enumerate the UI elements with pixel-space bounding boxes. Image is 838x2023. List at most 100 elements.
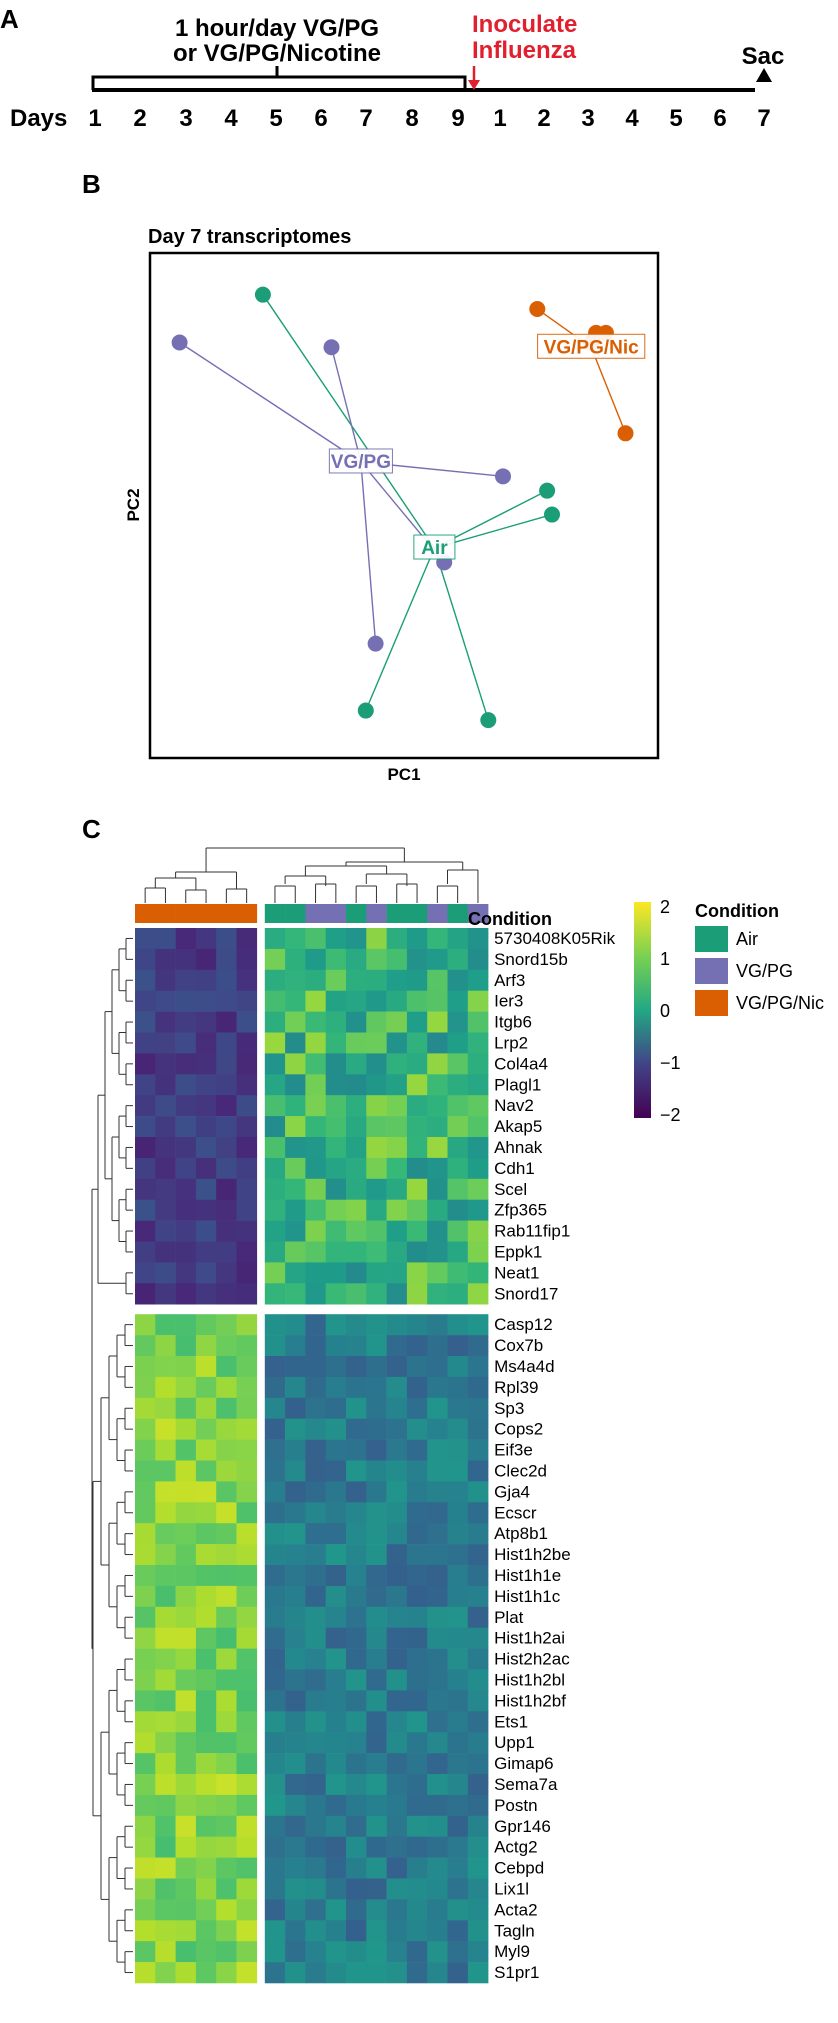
heatmap-cell <box>467 1711 489 1733</box>
heatmap-cell <box>366 969 387 991</box>
heatmap-cell <box>135 1774 156 1796</box>
heatmap-cell <box>305 1335 326 1357</box>
heatmap-cell <box>386 1283 408 1305</box>
condition-cell-10 <box>325 904 347 923</box>
heatmap-cell <box>447 1669 469 1691</box>
heatmap-cell <box>467 1283 489 1305</box>
heatmap-cell <box>325 1941 347 1963</box>
heatmap-cell <box>467 1439 489 1461</box>
heatmap-cell <box>195 1857 217 1879</box>
heatmap-cell <box>366 1815 387 1837</box>
heatmap-cell <box>386 1523 408 1545</box>
heatmap-cell <box>305 1627 326 1649</box>
heatmap-cell <box>195 1011 217 1033</box>
heatmap-cell <box>386 1815 408 1837</box>
heatmap-cell <box>216 1711 237 1733</box>
heatmap-cell <box>216 1220 237 1242</box>
heatmap-cell <box>366 1753 387 1775</box>
heatmap-cell <box>264 1565 286 1587</box>
heatmap-cell <box>346 1502 367 1524</box>
heatmap-cell <box>175 1711 197 1733</box>
heatmap-cell <box>305 1418 326 1440</box>
heatmap-cell <box>195 1690 217 1712</box>
heatmap-cell <box>346 1836 367 1858</box>
heatmap-cell <box>366 1335 387 1357</box>
heatmap-cell <box>305 1241 326 1263</box>
heatmap-cell <box>285 1606 306 1628</box>
heatmap-cell <box>264 1335 286 1357</box>
heatmap-cell <box>135 1314 156 1336</box>
heatmap-cell <box>386 1920 408 1942</box>
heatmap-cell <box>195 969 217 991</box>
condition-bar-label: Condition <box>468 909 552 929</box>
heatmap-cell <box>346 1283 367 1305</box>
heatmap-cell <box>467 1314 489 1336</box>
heatmap-cell <box>175 948 197 971</box>
heatmap-cell <box>135 1606 156 1628</box>
heatmap-cell <box>285 1774 306 1796</box>
heatmap-cell <box>195 1262 217 1284</box>
heatmap-cell <box>427 1283 448 1305</box>
heatmap-cell <box>155 1439 176 1461</box>
heatmap-cell <box>406 1397 428 1419</box>
heatmap-cell <box>285 1335 306 1357</box>
heatmap-cell <box>366 1460 387 1482</box>
pca-y-axis-label: PC2 <box>124 488 143 521</box>
heatmap-cell <box>175 1220 197 1242</box>
heatmap-cell <box>346 1523 367 1545</box>
heatmap-cell <box>216 1962 237 1984</box>
gene-label-cebpd: Cebpd <box>494 1859 544 1878</box>
heatmap-cell <box>447 1335 469 1357</box>
heatmap-cell <box>155 1157 176 1180</box>
heatmap-cell <box>366 1032 387 1054</box>
heatmap-cell <box>406 1794 428 1817</box>
heatmap-cell <box>195 1711 217 1733</box>
heatmap-cell <box>366 1418 387 1440</box>
heatmap-cell <box>175 1397 197 1419</box>
heatmap-cell <box>467 1836 489 1858</box>
condition-cell-1 <box>135 904 156 923</box>
heatmap-cell <box>406 1857 428 1879</box>
heatmap-cell <box>346 1857 367 1879</box>
heatmap-cell <box>447 1011 469 1033</box>
heatmap-cell <box>467 1241 489 1263</box>
heatmap-cell <box>447 1606 469 1628</box>
heatmap-cell <box>447 1116 469 1138</box>
heatmap-cell <box>175 1481 197 1503</box>
pca-spoke-vg-pg-nic-5 <box>590 347 627 434</box>
heatmap-cell <box>427 1241 448 1263</box>
heatmap-cell <box>216 1836 237 1858</box>
heatmap-cell <box>427 969 448 991</box>
heatmap-cell <box>346 1899 367 1921</box>
heatmap-cell <box>386 1565 408 1587</box>
heatmap-cell <box>195 1878 217 1900</box>
heatmap-cell <box>135 948 156 971</box>
heatmap-cell <box>216 1262 237 1284</box>
heatmap-cell <box>366 1836 387 1858</box>
heatmap-cell <box>155 1460 176 1482</box>
heatmap-cell <box>236 1878 258 1900</box>
heatmap-cell <box>264 1137 286 1159</box>
heatmap-cell <box>427 1220 448 1242</box>
heatmap-cell <box>346 1962 367 1984</box>
heatmap-cell <box>155 1920 176 1942</box>
heatmap-cell <box>216 1627 237 1649</box>
heatmap-cell <box>285 1627 306 1649</box>
heatmap-cell <box>386 1669 408 1691</box>
heatmap-cell <box>406 969 428 991</box>
gene-label-neat1: Neat1 <box>494 1263 539 1282</box>
heatmap-cell <box>325 1690 347 1712</box>
heatmap-cell <box>386 1732 408 1754</box>
heatmap-cell <box>155 1878 176 1900</box>
heatmap-cell <box>386 1241 408 1263</box>
heatmap-cell <box>135 1178 156 1200</box>
pca-frame <box>148 251 660 760</box>
heatmap-cell <box>285 1356 306 1378</box>
heatmap-cell <box>135 1199 156 1221</box>
heatmap-cell <box>155 1732 176 1754</box>
heatmap-cell <box>346 1606 367 1628</box>
heatmap-cell <box>264 1178 286 1200</box>
heatmap-cell <box>427 1439 448 1461</box>
heatmap-cell <box>366 1606 387 1628</box>
heatmap-cell <box>195 948 217 971</box>
